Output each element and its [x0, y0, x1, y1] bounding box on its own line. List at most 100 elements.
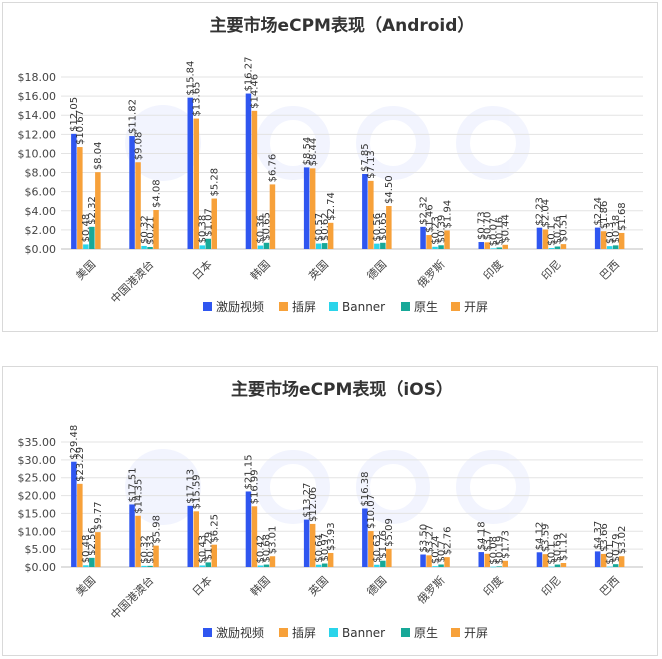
legend-swatch: [401, 302, 410, 311]
bar: [594, 227, 601, 249]
data-label: $0.36: [256, 215, 267, 244]
bar: [89, 226, 95, 249]
bar: [199, 565, 205, 567]
bar: [444, 230, 450, 249]
bar: [321, 563, 328, 567]
data-label: $0.38: [611, 215, 622, 244]
bar: [141, 245, 147, 249]
y-tick-label: $30.00: [18, 454, 57, 467]
legend-label: 插屏: [292, 626, 316, 640]
data-label: $0.70: [483, 212, 494, 241]
category-label: 俄罗斯: [415, 574, 448, 607]
data-label: $4.08: [151, 179, 162, 208]
bar: [490, 248, 496, 249]
data-label: $5.98: [151, 515, 162, 544]
data-label: $3.01: [268, 526, 279, 555]
bar: [251, 110, 258, 250]
data-label: $12.06: [308, 487, 319, 522]
data-label: $8.54: [302, 137, 313, 166]
bar: [426, 235, 432, 249]
data-label: $4.18: [477, 521, 488, 550]
bar: [199, 245, 205, 249]
y-tick-label: $6.00: [25, 186, 57, 199]
category-label: 德国: [364, 257, 389, 282]
bar: [362, 173, 368, 249]
bar: [135, 162, 141, 249]
bar: [327, 552, 334, 567]
data-label: $0.1: [547, 542, 558, 564]
bar: [315, 564, 322, 567]
data-label: $16.27: [244, 57, 255, 92]
bar: [321, 243, 328, 249]
bar: [205, 238, 211, 249]
data-label: $0.63: [372, 534, 383, 563]
bar: [426, 555, 432, 567]
bar: [548, 566, 555, 568]
bar: [380, 242, 386, 249]
y-tick-label: $0.00: [25, 243, 57, 256]
y-tick-label: $12.00: [18, 128, 57, 141]
data-label: $14.35: [133, 479, 144, 514]
data-label: $0.48: [81, 214, 92, 243]
bar: [496, 247, 502, 249]
category-label: 中国港澳台: [108, 257, 157, 306]
legend-label: 插屏: [292, 300, 316, 314]
bar: [502, 560, 508, 567]
data-label: $15.59: [192, 474, 203, 509]
bar: [187, 97, 193, 249]
data-label: $17.51: [127, 467, 138, 502]
bar: [327, 222, 334, 249]
bar: [251, 506, 258, 567]
bar: [536, 227, 543, 249]
bar: [484, 242, 490, 249]
bar: [303, 167, 310, 249]
bar: [315, 243, 322, 249]
data-label: $0.07: [489, 218, 500, 247]
bar: [269, 556, 276, 567]
bar: [618, 232, 625, 249]
bar: [71, 133, 77, 249]
bar: [496, 566, 502, 567]
watermark-logo: [125, 449, 530, 525]
y-tick-label: $0.00: [25, 561, 57, 574]
bar: [362, 508, 368, 567]
data-label: $0.65: [378, 212, 389, 241]
data-label: $0.16: [495, 217, 506, 246]
bar: [536, 552, 543, 567]
data-label: $2.32: [418, 196, 429, 225]
category-label: 英国: [306, 573, 331, 598]
data-label: $16.38: [360, 472, 371, 507]
bar: [368, 531, 374, 567]
data-label: $0.57: [314, 213, 325, 242]
y-tick-label: $15.00: [18, 507, 57, 520]
data-label: $0.73: [477, 211, 488, 240]
data-label: $7.13: [366, 150, 377, 179]
data-label: $6.76: [268, 154, 279, 183]
data-label: $0.42: [256, 535, 267, 564]
bar: [600, 553, 607, 567]
bar: [554, 246, 561, 249]
data-label: $0.21: [145, 216, 156, 245]
data-label: $0.44: [501, 214, 512, 243]
bar: [95, 172, 101, 249]
y-tick-label: $8.00: [25, 167, 57, 180]
bar: [606, 246, 613, 249]
legend-swatch: [279, 302, 288, 311]
data-label: $3.50: [418, 524, 429, 553]
y-tick-label: $20.00: [18, 490, 57, 503]
android-ecpm-chart: 主要市场eCPM表现（Android） $0.00 $2.00 $4.00 $6.00 $…: [18, 15, 643, 314]
bar: [606, 566, 613, 568]
data-label: $0.39: [436, 215, 447, 244]
data-label: $21.15: [244, 454, 255, 489]
data-label: $0.26: [553, 216, 564, 245]
watermark-logo: [125, 105, 530, 181]
data-label: $3.02: [617, 526, 628, 555]
bar: [303, 519, 310, 567]
y-tick-label: $10.00: [18, 147, 57, 160]
data-label: $3.66: [599, 523, 610, 552]
data-label: $4.37: [593, 521, 604, 550]
data-label: $5.28: [210, 168, 221, 197]
category-label: 英国: [306, 257, 331, 282]
category-label: 韩国: [247, 257, 272, 282]
